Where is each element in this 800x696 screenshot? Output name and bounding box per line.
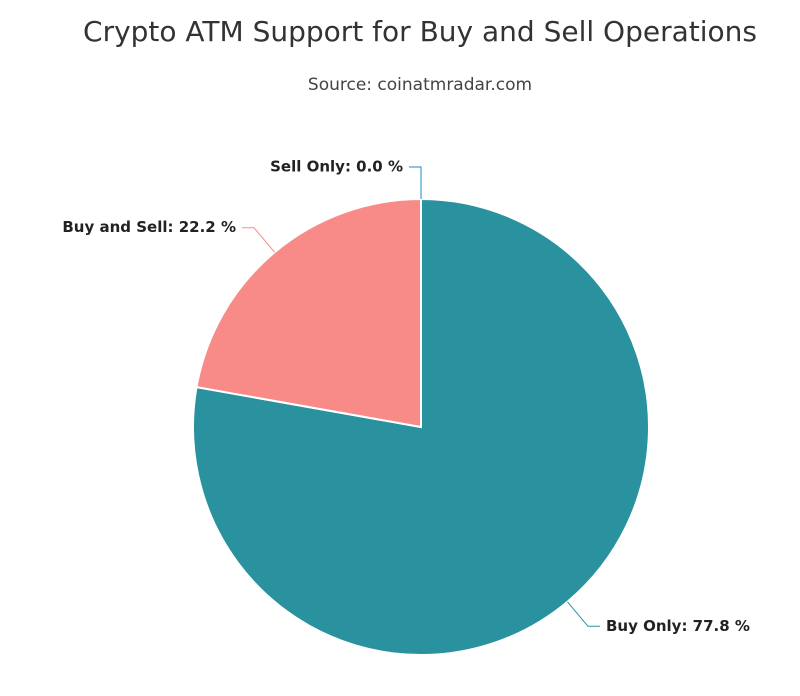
label-connector	[567, 601, 600, 627]
chart-subtitle: Source: coinatmradar.com	[308, 75, 532, 95]
label-connector	[242, 227, 275, 253]
data-label: Sell Only: 0.0 %	[270, 158, 403, 176]
pie-slice	[192, 197, 650, 656]
label-connector	[409, 166, 422, 199]
chart-title: Crypto ATM Support for Buy and Sell Oper…	[83, 15, 757, 48]
data-label: Buy Only: 77.8 %	[606, 617, 750, 635]
data-label: Buy and Sell: 22.2 %	[62, 218, 236, 236]
